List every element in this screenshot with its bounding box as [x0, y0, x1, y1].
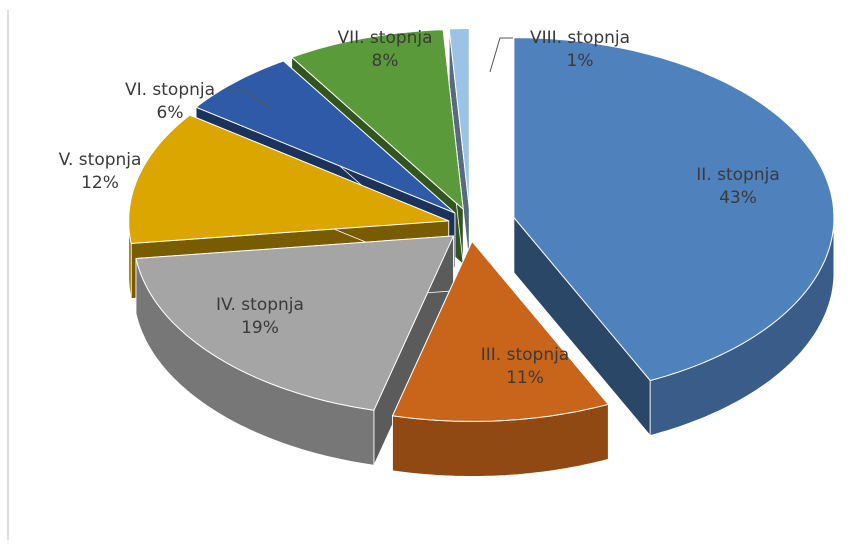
slice-label: VIII. stopnja — [530, 28, 630, 48]
slice-label: III. stopnja — [481, 345, 569, 365]
slice-label: II. stopnja — [696, 165, 779, 185]
value-label: 1% — [567, 51, 594, 71]
leader-line — [489, 37, 513, 73]
value-label: 19% — [241, 318, 279, 338]
slice-label: VI. stopnja — [125, 80, 215, 100]
slice — [513, 37, 835, 382]
value-label: 6% — [157, 103, 184, 123]
slice — [135, 235, 455, 411]
value-label: 8% — [372, 51, 399, 71]
leader-line — [228, 89, 273, 111]
slice-label: V. stopnja — [59, 150, 142, 170]
slice-label: IV. stopnja — [216, 295, 304, 315]
slice — [448, 28, 470, 209]
value-label: 12% — [81, 173, 119, 193]
slice — [195, 60, 456, 214]
slice — [128, 114, 449, 245]
slice — [290, 29, 464, 211]
value-label: 43% — [719, 188, 757, 208]
value-label: 11% — [506, 368, 544, 388]
slice — [391, 240, 610, 422]
slice-label: VII. stopnja — [337, 28, 432, 48]
